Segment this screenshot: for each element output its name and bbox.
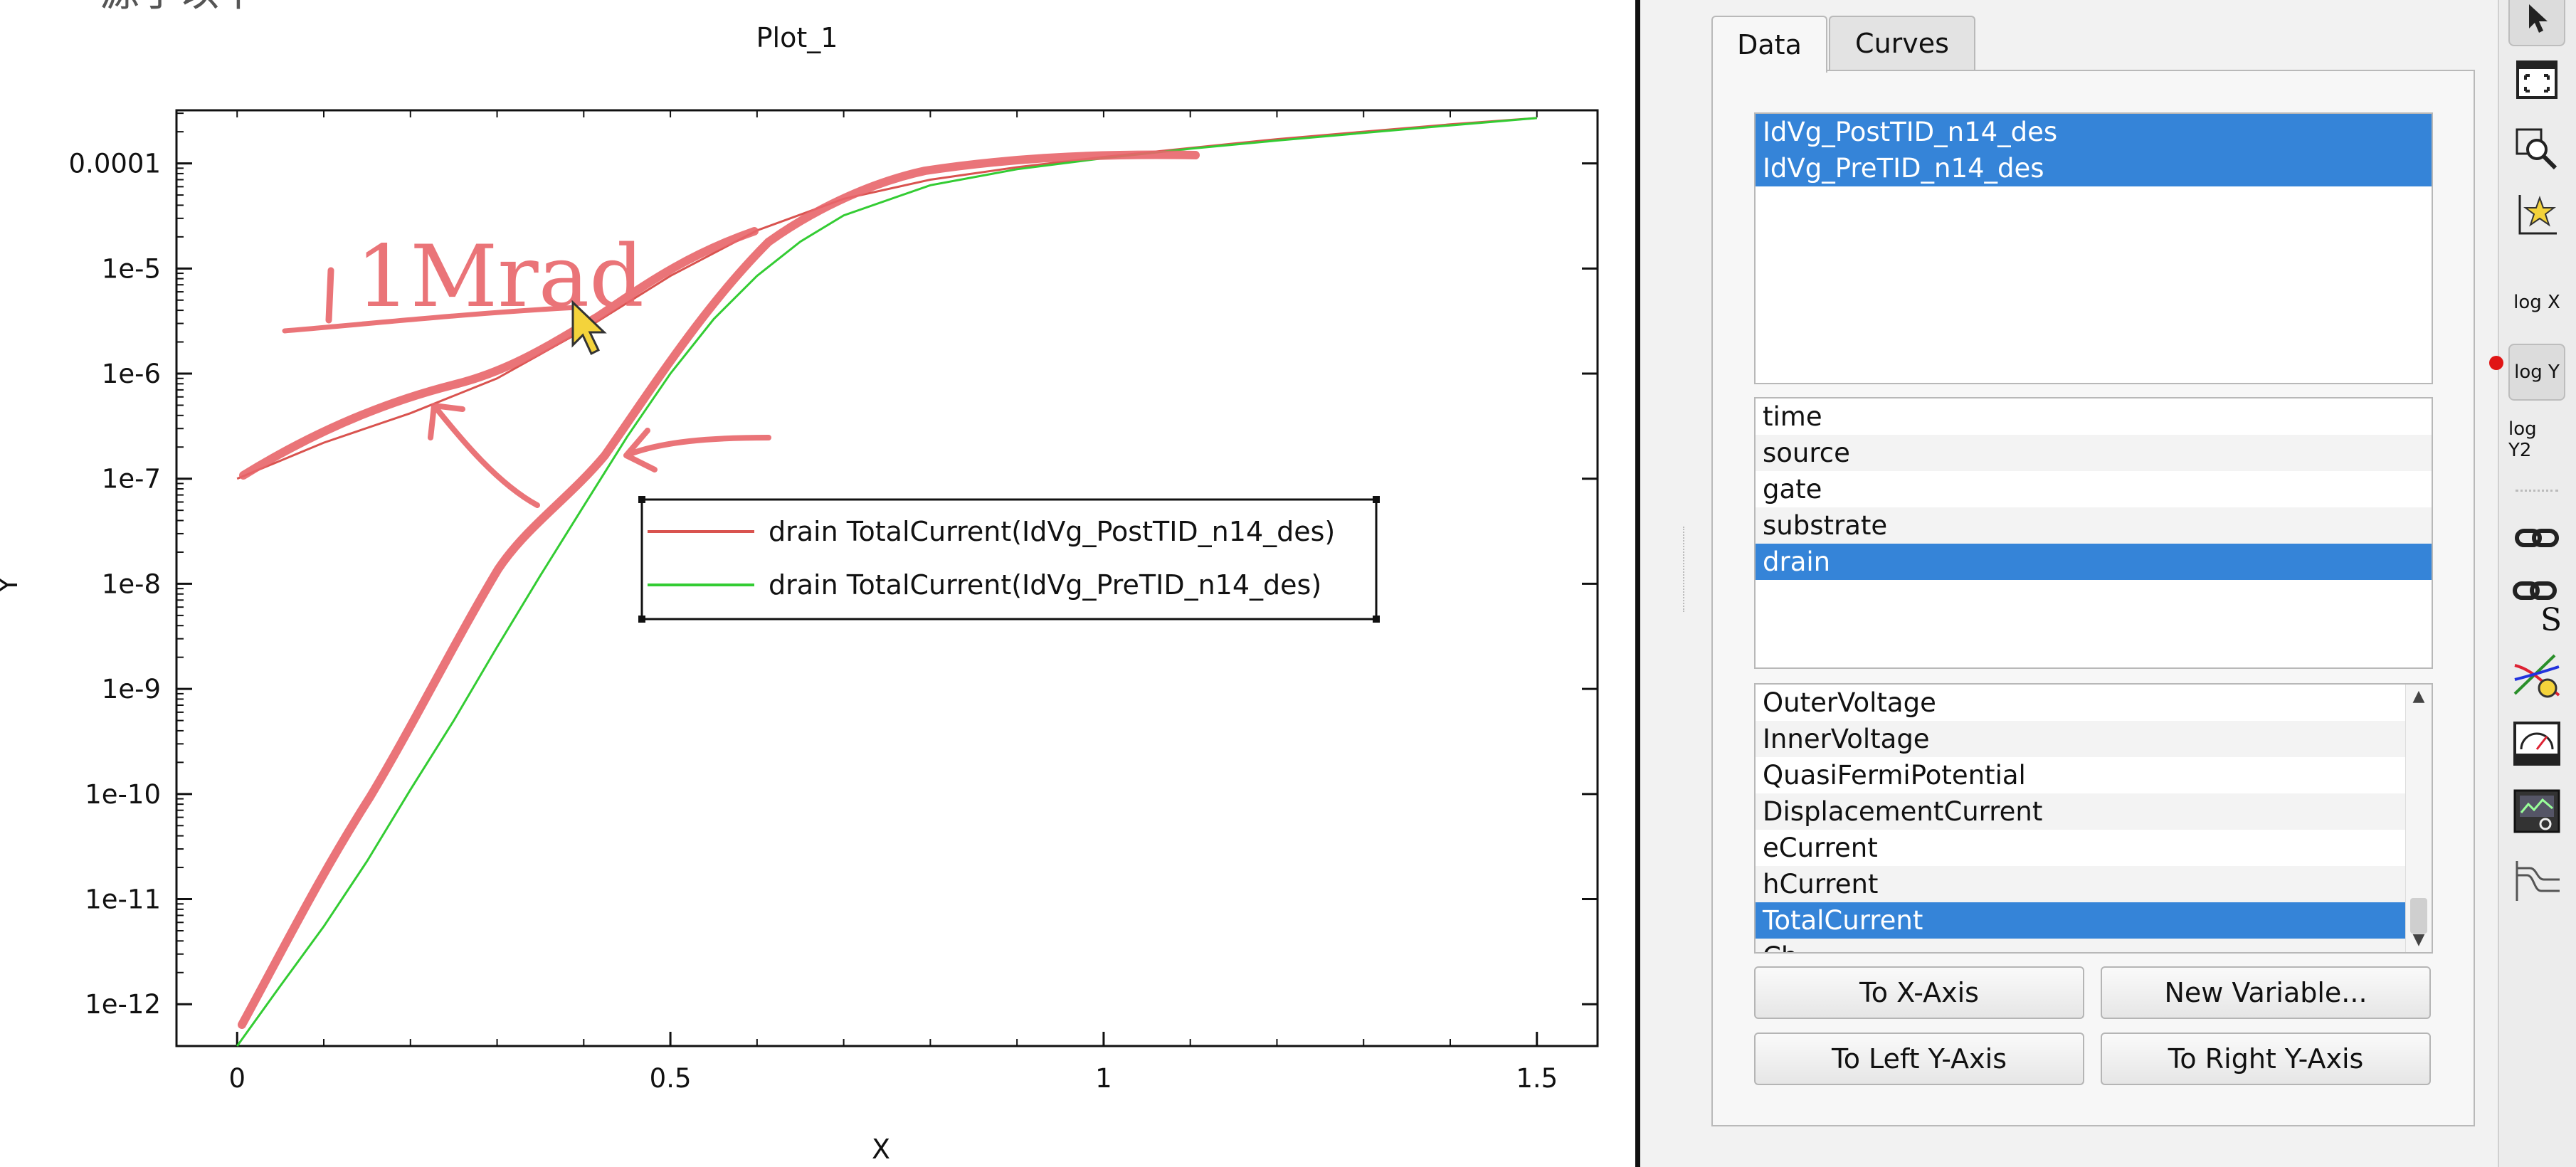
plot-frame: [175, 109, 1599, 1047]
y-tick-label: 1e-11: [85, 885, 161, 915]
y-tick-label: 0.0001: [69, 149, 161, 179]
y-tick-label: 1e-12: [85, 989, 161, 1020]
variable-list-item[interactable]: InnerVoltage: [1756, 721, 2406, 757]
group-list-item[interactable]: gate: [1763, 474, 1822, 505]
x-tick-label: 1.5: [1516, 1063, 1558, 1094]
x-tick-label: 1: [1095, 1063, 1112, 1094]
variable-list-scrollbar[interactable]: ▲ ▼: [2405, 685, 2432, 952]
handwritten-annotation: 1Mrad: [238, 150, 1200, 1029]
dataset-list-item[interactable]: IdVg_PreTID_n14_des: [1756, 150, 2432, 186]
variable-list-item[interactable]: OuterVoltage: [1763, 687, 1936, 718]
to-x-axis-button[interactable]: To X-Axis: [1754, 966, 2084, 1019]
top-text-fragment: 源于以下: [100, 0, 259, 16]
scroll-thumb[interactable]: [2410, 898, 2427, 934]
tab-data[interactable]: Data: [1711, 16, 1827, 73]
x-tick-label: 0: [228, 1063, 246, 1094]
zoom-icon[interactable]: [2508, 121, 2565, 178]
axis-ticks: 0 0.5 1 1.5 1e-12 1e-11 1e-10 1e-9 1e-8 1e-7 1e-6 1…: [69, 110, 1598, 1094]
pre-tid-curve: [236, 117, 1537, 1047]
log-y-icon[interactable]: log Y: [2508, 344, 2565, 401]
variable-list[interactable]: OuterVoltage InnerVoltage QuasiFermiPotent…: [1754, 683, 2433, 954]
splitter-handle[interactable]: [1683, 527, 1689, 612]
x-tick-label: 0.5: [650, 1063, 692, 1094]
log-x-icon[interactable]: log X: [2513, 292, 2560, 313]
post-tid-curve: [236, 117, 1537, 480]
group-list-item[interactable]: substrate: [1756, 507, 2432, 544]
group-list-item[interactable]: source: [1756, 435, 2432, 471]
y-tick-label: 1e-10: [85, 779, 161, 810]
splitter[interactable]: [1635, 0, 1640, 1167]
dataset-list-item[interactable]: IdVg_PostTID_n14_des: [1756, 114, 2432, 150]
svg-text:S: S: [2540, 602, 2562, 635]
group-list-item[interactable]: drain: [1756, 544, 2432, 580]
mouse-pointer-icon: [571, 300, 607, 356]
curves-icon[interactable]: [2508, 648, 2565, 704]
y-tick-label: 1e-9: [102, 674, 161, 704]
gauge-icon[interactable]: [2508, 715, 2565, 772]
y-tick-label: 1e-5: [102, 253, 161, 284]
fit-view-icon[interactable]: [2508, 51, 2565, 108]
tab-curves[interactable]: Curves: [1829, 16, 1975, 70]
y-axis-label: Y: [0, 576, 23, 594]
to-right-y-axis-button[interactable]: To Right Y-Axis: [2101, 1033, 2431, 1085]
legend-label-post: drain TotalCurrent(IdVg_PostTID_n14_des): [769, 516, 1335, 547]
legend[interactable]: drain TotalCurrent(IdVg_PostTID_n14_des)…: [638, 496, 1380, 623]
step-curve-icon[interactable]: [2508, 852, 2565, 909]
group-list[interactable]: time source gate substrate drain: [1754, 397, 2433, 669]
toolbar-separator: [2516, 490, 2558, 492]
scroll-up-icon[interactable]: ▲: [2412, 687, 2425, 705]
variable-list-item[interactable]: Ch...: [1756, 939, 2406, 952]
to-left-y-axis-button[interactable]: To Left Y-Axis: [1754, 1033, 2084, 1085]
new-variable-button[interactable]: New Variable...: [2101, 966, 2431, 1019]
active-indicator-icon: [2489, 356, 2503, 370]
dataset-list[interactable]: IdVg_PostTID_n14_des IdVg_PreTID_n14_des: [1754, 112, 2433, 384]
link-icon[interactable]: [2508, 509, 2565, 566]
scroll-down-icon[interactable]: ▼: [2412, 931, 2425, 949]
plot-canvas[interactable]: 源于以下 Plot_1 0 0.5 1 1.5 1e-12 1e-11 1e-10 1e-9 1…: [0, 0, 1635, 1167]
x-axis-label: X: [872, 1134, 890, 1165]
axis-star-icon[interactable]: [2508, 186, 2565, 243]
log-y2-icon[interactable]: log Y2: [2508, 418, 2537, 461]
curves: [236, 117, 1537, 1047]
y-tick-label: 1e-7: [102, 464, 161, 495]
y-tick-label: 1e-6: [102, 359, 161, 389]
variable-list-item[interactable]: hCurrent: [1756, 866, 2406, 902]
variable-list-item[interactable]: eCurrent: [1763, 833, 1878, 863]
plot-title: Plot_1: [756, 22, 838, 53]
legend-label-pre: drain TotalCurrent(IdVg_PreTID_n14_des): [769, 569, 1321, 601]
group-list-item[interactable]: time: [1763, 401, 1822, 432]
monitor-icon[interactable]: [2508, 783, 2565, 840]
pointer-icon[interactable]: [2508, 0, 2565, 46]
link-s-icon[interactable]: S: [2508, 578, 2565, 635]
y-tick-label: 1e-8: [102, 569, 161, 599]
handwritten-note: 1Mrad: [356, 228, 644, 327]
variable-list-item[interactable]: DisplacementCurrent: [1756, 793, 2406, 830]
variable-list-item[interactable]: QuasiFermiPotential: [1763, 760, 2026, 791]
variable-list-item[interactable]: TotalCurrent: [1756, 902, 2406, 939]
